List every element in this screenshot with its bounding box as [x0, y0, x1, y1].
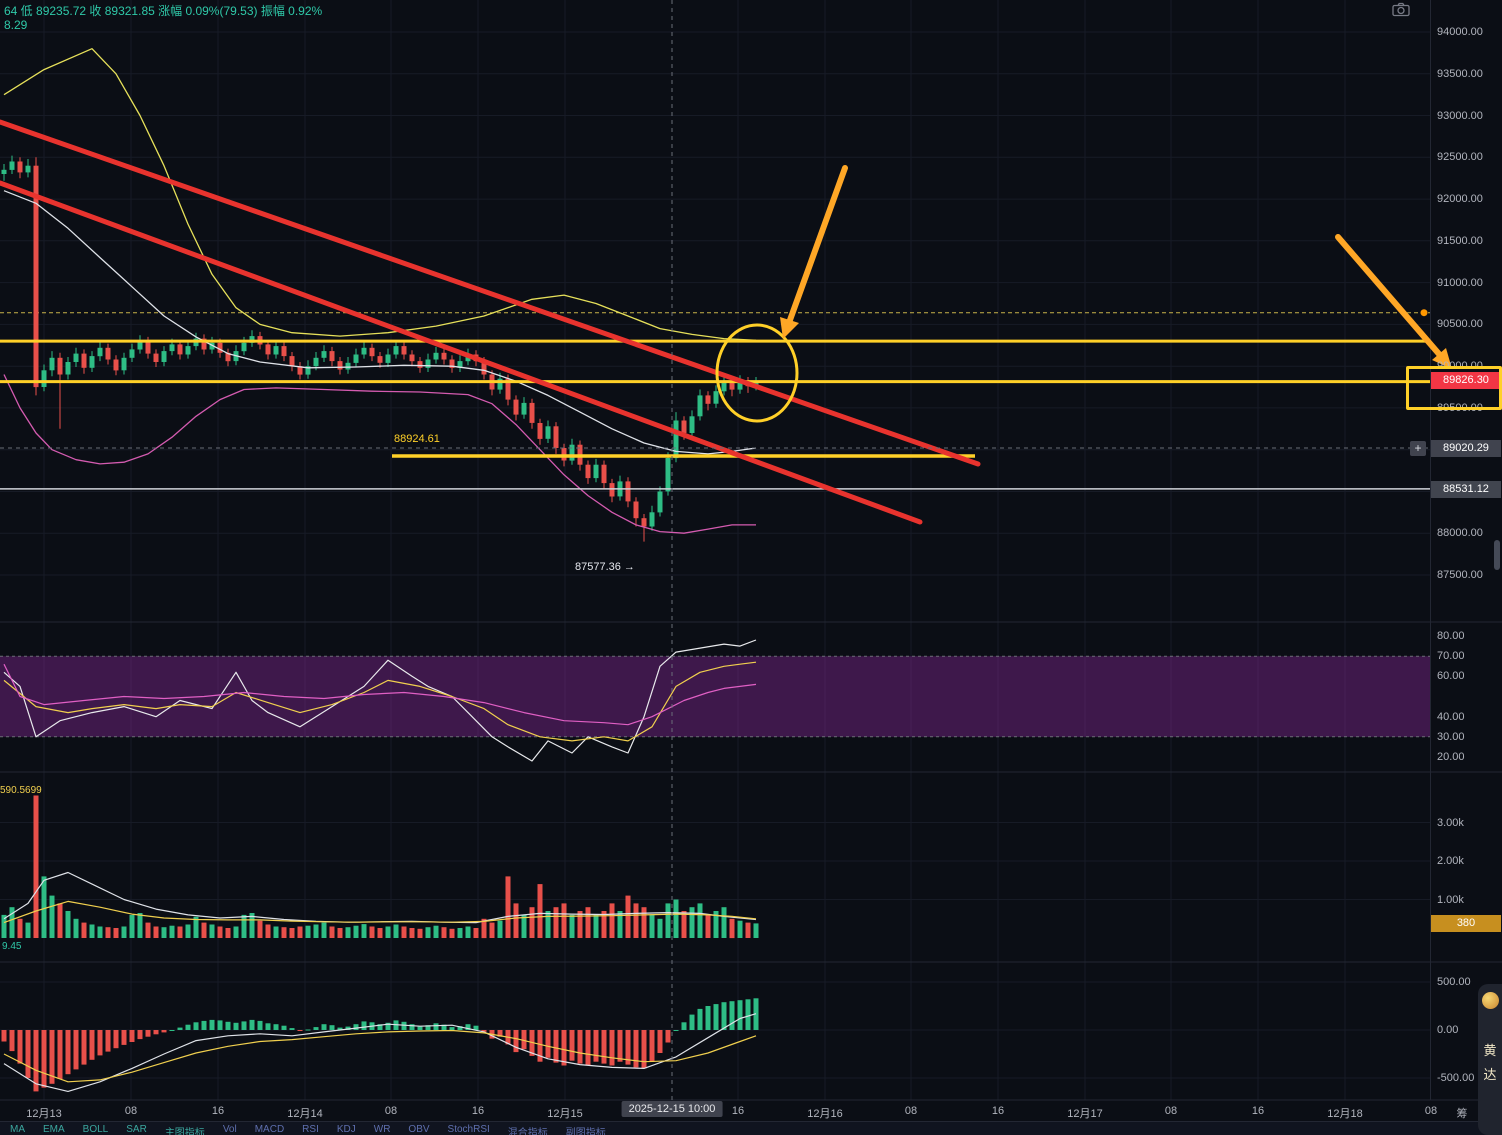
widget-avatar-icon [1481, 992, 1499, 1009]
bollinger-lines [3, 48, 757, 534]
price-tick-label: 93000.00 [1437, 109, 1483, 122]
rsi-tick-label: 70.00 [1437, 650, 1465, 663]
volume-tick-label: 2.00k [1437, 855, 1464, 867]
annotation-arrows[interactable] [780, 165, 1452, 369]
toolbar-item-BOLL[interactable]: BOLL [82, 1124, 109, 1135]
add-alert-button[interactable]: + [1410, 441, 1426, 456]
time-tick-label: 08 [124, 1105, 138, 1117]
crosshair-price-label: 89020.29 [1431, 440, 1501, 457]
price-tick-label: 92000.00 [1437, 193, 1483, 206]
time-tick-label: 16 [1251, 1105, 1265, 1117]
macd-lines [3, 1013, 757, 1093]
price-scale[interactable] [1430, 0, 1502, 1100]
price-tick-label: 92500.00 [1437, 151, 1483, 164]
crosshair-lines [0, 0, 1430, 1100]
toolbar-item-WR[interactable]: WR [373, 1124, 391, 1135]
macd-tick-label: 0.00 [1437, 1024, 1459, 1036]
toolbar-item-RSI[interactable]: RSI [302, 1124, 319, 1135]
time-tick-label: 12月15 [547, 1108, 583, 1120]
time-tick-label: 16 [211, 1105, 225, 1117]
toolbar-item-KDJ[interactable]: KDJ [336, 1124, 356, 1135]
macd-histogram [1, 998, 759, 1092]
rsi-tick-label: 40.00 [1437, 710, 1465, 723]
volume-sub-value: 9.45 [2, 941, 22, 952]
crosshair-time-label: 2025-12-15 10:00 [621, 1101, 723, 1117]
trend-lines[interactable] [0, 119, 981, 525]
ohlc-info-bar: 64 低 89235.72 收 89321.85 涨幅 0.09%(79.53)… [4, 4, 323, 18]
time-tick-label: 16 [471, 1105, 485, 1117]
time-tick-label: 16 [991, 1105, 1005, 1117]
toolbar-item-主图指标[interactable]: 主图指标 [164, 1128, 205, 1135]
time-tick-label: 16 [731, 1105, 745, 1117]
toolbar-item-MACD[interactable]: MACD [254, 1124, 285, 1135]
indicator-toolbar: MA EMA BOLL SAR 主图指标 Vol MACD RSI KDJ WR OBV StochR… [0, 1121, 1502, 1135]
toolbar-item-SAR[interactable]: SAR [126, 1124, 147, 1135]
toolbar-item-MA[interactable]: MA [10, 1124, 25, 1135]
time-tick-label: 12月13 [26, 1108, 62, 1120]
toolbar-item-混合指标[interactable]: 混合指标 [507, 1128, 548, 1135]
rsi-lines [3, 639, 757, 762]
price-tick-label: 90500.00 [1437, 318, 1483, 331]
toolbar-item-副图指标[interactable]: 副图指标 [565, 1128, 606, 1135]
widget-label-char: 黄 [1483, 1043, 1497, 1058]
rsi-band [0, 655, 1430, 738]
ohlc-info-bar-line2: 8.29 [4, 18, 28, 32]
time-tick-label: 12月16 [807, 1108, 843, 1120]
highlight-ellipse[interactable] [715, 323, 799, 423]
rsi-tick-label: 20.00 [1437, 751, 1465, 763]
candles-layer [1, 155, 759, 542]
volume-tick-label: 3.00k [1437, 816, 1464, 829]
price-tick-label: 87500.00 [1437, 568, 1483, 581]
price-tick-label: 91500.00 [1437, 234, 1483, 247]
price-tick-label: 88000.00 [1437, 527, 1483, 540]
toolbar-item-Vol[interactable]: Vol [222, 1124, 237, 1135]
screenshot-icon[interactable] [1392, 2, 1410, 17]
segment-price-annotation: 88924.61 [394, 433, 440, 445]
alert-dashed-line[interactable] [0, 309, 1430, 317]
rsi-tick-label: 80.00 [1437, 630, 1465, 642]
level-price-label: 88531.12 [1431, 481, 1501, 498]
volume-tick-label: 1.00k [1437, 893, 1464, 906]
price-highlight-box[interactable] [1406, 366, 1502, 410]
time-tick-label: 08 [904, 1105, 918, 1117]
time-tick-label: 08 [384, 1105, 398, 1117]
grid-layer [0, 0, 1430, 1100]
time-tick-label: 08 [1164, 1105, 1178, 1117]
volume-ma-value: 590.5699 [0, 785, 42, 796]
low-price-annotation: 87577.36 → [575, 561, 635, 573]
macd-tick-label: -500.00 [1437, 1072, 1475, 1084]
panel-separators [0, 621, 1502, 1101]
last-price-label: 89826.30 [1431, 372, 1501, 389]
scrollbar-thumb[interactable] [1494, 540, 1500, 570]
time-tick-label: 12月18 [1327, 1108, 1363, 1120]
horizontal-levels[interactable] [0, 339, 1430, 490]
volume-value-label: 380 [1431, 915, 1501, 932]
toolbar-item-StochRSI[interactable]: StochRSI [447, 1124, 490, 1135]
toolbar-item-OBV[interactable]: OBV [408, 1124, 430, 1135]
rsi-tick-label: 30.00 [1437, 730, 1465, 743]
widget-label-char: 达 [1483, 1067, 1497, 1082]
time-tick-label: 筹 [1456, 1108, 1468, 1120]
macd-tick-label: 500.00 [1437, 976, 1471, 988]
volume-bars [1, 795, 759, 939]
floating-widget[interactable]: 黄 达 [1478, 984, 1502, 1135]
price-tick-label: 94000.00 [1437, 26, 1483, 38]
time-tick-label: 12月14 [287, 1108, 323, 1120]
time-tick-label: 12月17 [1067, 1108, 1103, 1120]
rsi-tick-label: 60.00 [1437, 670, 1465, 683]
volume-ma-lines [3, 871, 757, 924]
toolbar-item-EMA[interactable]: EMA [43, 1124, 65, 1135]
time-tick-label: 08 [1424, 1105, 1438, 1117]
price-tick-label: 93500.00 [1437, 67, 1483, 80]
price-tick-label: 91000.00 [1437, 276, 1483, 289]
